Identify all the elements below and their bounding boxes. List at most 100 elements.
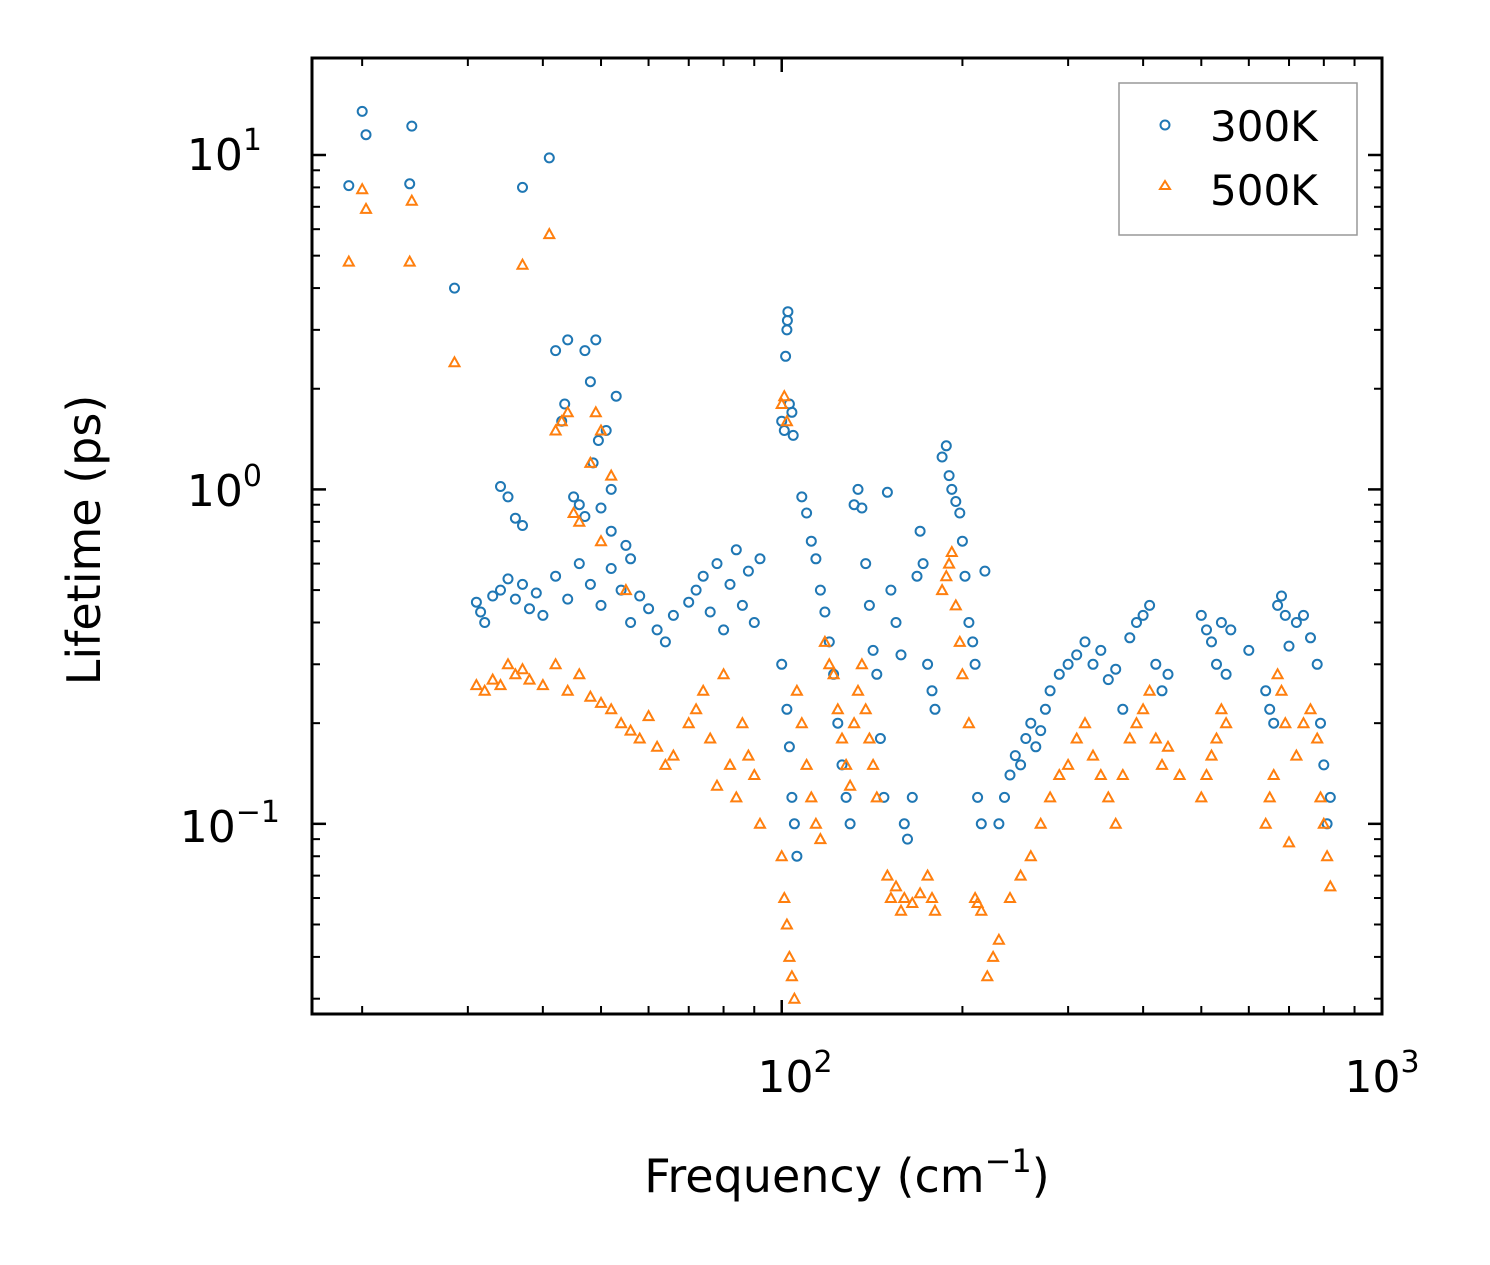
- point-300k: [595, 599, 607, 611]
- point-500k: [478, 683, 492, 696]
- point-300k: [1215, 617, 1227, 628]
- point-500k: [548, 423, 563, 436]
- point-500k: [1101, 790, 1115, 803]
- point-300k: [1260, 685, 1272, 697]
- legend-marker-500k: [1158, 179, 1172, 190]
- point-300k: [1009, 750, 1021, 762]
- point-500k: [1296, 716, 1311, 729]
- point-300k: [926, 685, 938, 697]
- point-300k: [1102, 674, 1114, 686]
- legend-box: [1118, 82, 1358, 236]
- point-300k: [898, 818, 910, 830]
- point-500k: [913, 886, 927, 899]
- point-500k: [809, 816, 823, 829]
- point-300k: [890, 617, 902, 628]
- point-500k: [658, 757, 673, 770]
- point-500k: [1123, 731, 1137, 744]
- point-500k: [1209, 731, 1224, 744]
- point-300k: [787, 429, 799, 441]
- point-300k: [625, 553, 637, 565]
- point-500k: [777, 389, 791, 402]
- point-300k: [1225, 624, 1237, 636]
- point-300k: [634, 590, 646, 602]
- y-tick-label-10: 101: [187, 123, 262, 181]
- point-300k: [881, 486, 893, 498]
- point-500k: [787, 991, 802, 1004]
- point-500k: [1061, 757, 1075, 770]
- point-500k: [992, 932, 1006, 945]
- point-300k: [1117, 703, 1129, 715]
- point-500k: [795, 716, 809, 729]
- point-300k: [530, 587, 542, 599]
- point-500k: [583, 455, 598, 468]
- point-300k: [592, 435, 604, 446]
- point-500k: [583, 689, 598, 702]
- point-300k: [801, 507, 813, 519]
- point-500k: [775, 849, 789, 862]
- x-axis-label: Frequency (cm−1): [644, 1142, 1049, 1203]
- point-500k: [515, 662, 530, 675]
- point-500k: [862, 731, 877, 744]
- point-500k: [1194, 790, 1208, 803]
- point-300k: [1137, 609, 1149, 621]
- point-300k: [1276, 590, 1287, 602]
- point-500k: [855, 657, 869, 670]
- series-300k-points: [343, 105, 1336, 862]
- point-300k: [840, 791, 852, 803]
- point-300k: [791, 850, 803, 862]
- point-500k: [1034, 816, 1048, 829]
- point-500k: [723, 757, 737, 770]
- point-300k: [844, 818, 856, 830]
- point-300k: [1144, 599, 1156, 611]
- point-300k: [517, 520, 528, 531]
- point-300k: [1162, 668, 1174, 680]
- point-500k: [813, 832, 828, 845]
- point-500k: [804, 790, 818, 803]
- point-300k: [748, 617, 760, 628]
- point-300k: [742, 565, 754, 577]
- point-300k: [874, 733, 886, 744]
- point-500k: [1052, 767, 1066, 780]
- point-500k: [682, 716, 696, 729]
- point-300k: [690, 584, 702, 596]
- point-300k: [579, 511, 591, 522]
- y-axis-label: Lifetime (ps): [57, 395, 111, 686]
- point-300k: [643, 603, 655, 615]
- point-500k: [1199, 767, 1214, 780]
- point-300k: [718, 624, 730, 636]
- point-300k: [906, 791, 918, 803]
- point-300k: [1087, 658, 1099, 670]
- point-500k: [650, 739, 664, 752]
- point-300k: [1004, 769, 1016, 781]
- point-300k: [782, 306, 794, 318]
- point-300k: [625, 617, 637, 628]
- point-500k: [884, 890, 898, 903]
- point-500k: [486, 672, 500, 685]
- point-500k: [355, 182, 369, 195]
- point-300k: [495, 481, 506, 492]
- point-500k: [666, 748, 681, 761]
- point-300k: [651, 624, 663, 636]
- point-300k: [568, 491, 580, 503]
- point-300k: [780, 350, 792, 362]
- point-300k: [917, 558, 929, 570]
- point-500k: [566, 505, 581, 518]
- point-300k: [946, 483, 958, 495]
- point-500k: [925, 890, 939, 903]
- point-500k: [572, 514, 586, 527]
- point-300k: [1044, 685, 1056, 697]
- point-500k: [1024, 849, 1038, 862]
- point-300k: [871, 668, 883, 680]
- point-500k: [342, 254, 356, 267]
- point-300k: [562, 334, 574, 346]
- legend: 300K 500K: [1118, 82, 1358, 236]
- point-300k: [509, 593, 521, 605]
- point-300k: [832, 717, 844, 729]
- plot-frame: [310, 56, 1384, 1016]
- legend-label-300k: 300K: [1210, 102, 1319, 151]
- point-500k: [1070, 731, 1084, 744]
- point-300k: [1095, 644, 1107, 656]
- point-300k: [736, 599, 748, 611]
- point-300k: [406, 120, 418, 132]
- point-500k: [1317, 816, 1331, 829]
